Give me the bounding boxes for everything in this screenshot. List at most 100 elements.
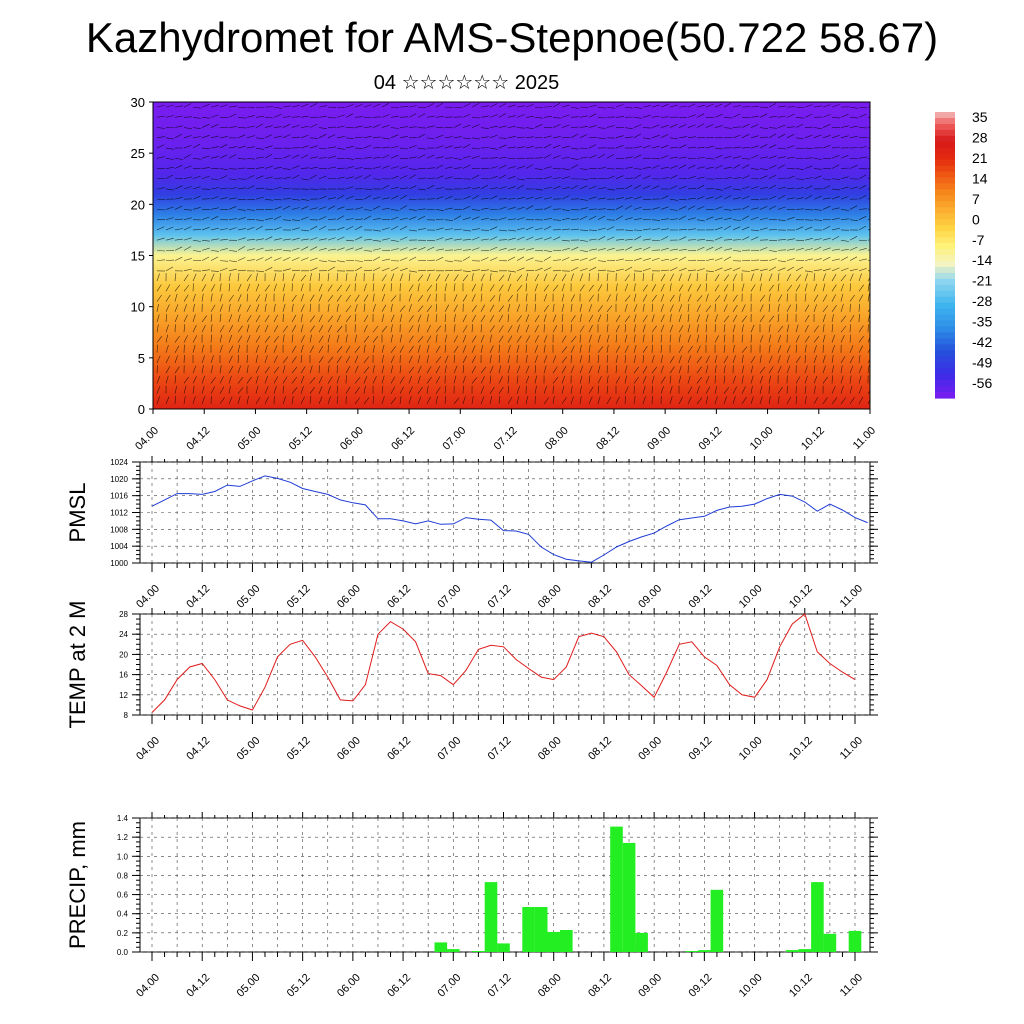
wind-barb xyxy=(255,283,260,292)
wind-barb xyxy=(174,246,183,251)
wind-barb xyxy=(381,385,384,394)
wind-barb xyxy=(156,324,159,333)
wind-barb xyxy=(669,375,672,384)
wind-barb xyxy=(777,186,786,190)
wind-barb xyxy=(669,257,678,261)
pmsl-grid xyxy=(140,461,870,564)
wind-barb xyxy=(471,209,480,211)
wind-barb xyxy=(858,284,864,292)
colorbar-swatch xyxy=(935,380,955,387)
wind-barb xyxy=(255,396,261,405)
temp-grid xyxy=(140,613,870,716)
wind-barb xyxy=(489,396,493,404)
wind-barb xyxy=(741,315,748,323)
wind-barb xyxy=(867,283,870,292)
wind-barb xyxy=(318,175,327,180)
wind-barb xyxy=(759,295,766,302)
wind-barb xyxy=(840,315,847,323)
wind-barb xyxy=(831,196,840,200)
wind-barb xyxy=(642,315,648,323)
wind-barb xyxy=(579,385,582,394)
wind-barb xyxy=(435,303,437,312)
wind-barb xyxy=(291,356,297,364)
wind-barb xyxy=(453,228,462,231)
wind-barb xyxy=(399,334,402,343)
wind-barb xyxy=(255,147,264,150)
wind-barb xyxy=(435,209,444,212)
wind-barb xyxy=(759,247,768,251)
wind-barb xyxy=(624,334,628,343)
wind-barb xyxy=(543,106,553,108)
wind-barb xyxy=(579,334,581,343)
wind-barb xyxy=(399,376,405,384)
wind-barb xyxy=(246,146,255,149)
wind-barb xyxy=(309,207,318,210)
wind-barb xyxy=(624,156,633,159)
wind-barb xyxy=(732,375,736,384)
wind-barb xyxy=(543,365,547,374)
wind-barb xyxy=(192,273,197,282)
wind-barb xyxy=(705,283,707,292)
wind-barb xyxy=(498,314,503,323)
wind-barb xyxy=(390,267,399,272)
wind-barb xyxy=(183,284,190,292)
wind-barb xyxy=(489,270,498,273)
wind-barb xyxy=(399,314,403,323)
wind-barb xyxy=(840,267,849,272)
wind-barb xyxy=(768,250,777,252)
wind-barb xyxy=(687,355,692,364)
wind-barb xyxy=(642,375,647,384)
wind-barb xyxy=(768,103,777,108)
wind-barb xyxy=(588,314,594,323)
wind-barb xyxy=(498,293,501,302)
wind-barb xyxy=(399,116,409,118)
wind-barb xyxy=(642,258,651,261)
colorbar-label: 21 xyxy=(972,150,988,166)
wind-barb xyxy=(462,187,471,190)
wind-barb xyxy=(444,145,453,149)
wind-barb xyxy=(543,273,548,282)
wind-barb xyxy=(498,137,508,139)
wind-barb xyxy=(561,228,570,231)
wind-barb xyxy=(156,336,163,343)
wind-barb xyxy=(696,356,702,364)
wind-barb xyxy=(822,344,824,353)
wind-barb xyxy=(822,144,831,149)
wind-barb xyxy=(831,217,840,220)
colorbar-swatch xyxy=(935,296,955,304)
wind-barb xyxy=(579,134,588,139)
wind-barb xyxy=(237,344,241,353)
wind-barb xyxy=(444,237,453,241)
wind-barb xyxy=(786,258,795,261)
wind-barb xyxy=(309,334,312,343)
wind-barb xyxy=(660,269,670,272)
wind-barb xyxy=(705,239,714,242)
wind-barb xyxy=(768,184,777,190)
wind-barb xyxy=(417,324,420,333)
wind-barb xyxy=(408,315,414,323)
wind-barb xyxy=(660,125,669,128)
wind-barb xyxy=(471,305,477,312)
wind-barb xyxy=(768,273,773,282)
wind-barb xyxy=(714,355,718,364)
wind-barb xyxy=(471,117,481,119)
wind-barb xyxy=(795,137,804,140)
colorbar-swatch xyxy=(935,225,955,232)
wind-barb xyxy=(642,354,644,363)
wind-barb xyxy=(300,216,309,220)
wind-barb xyxy=(264,267,273,272)
wind-barb xyxy=(624,345,629,353)
wind-barb xyxy=(804,335,810,343)
wind-barb xyxy=(741,283,745,292)
wind-barb xyxy=(345,137,354,140)
wind-barb xyxy=(471,335,477,343)
wind-barb xyxy=(615,104,624,108)
wind-barb xyxy=(777,273,780,282)
wind-barb xyxy=(318,133,327,139)
wind-barb xyxy=(219,304,223,312)
wind-barb xyxy=(444,176,453,180)
wind-barb xyxy=(849,385,853,394)
wind-barb xyxy=(840,135,849,139)
